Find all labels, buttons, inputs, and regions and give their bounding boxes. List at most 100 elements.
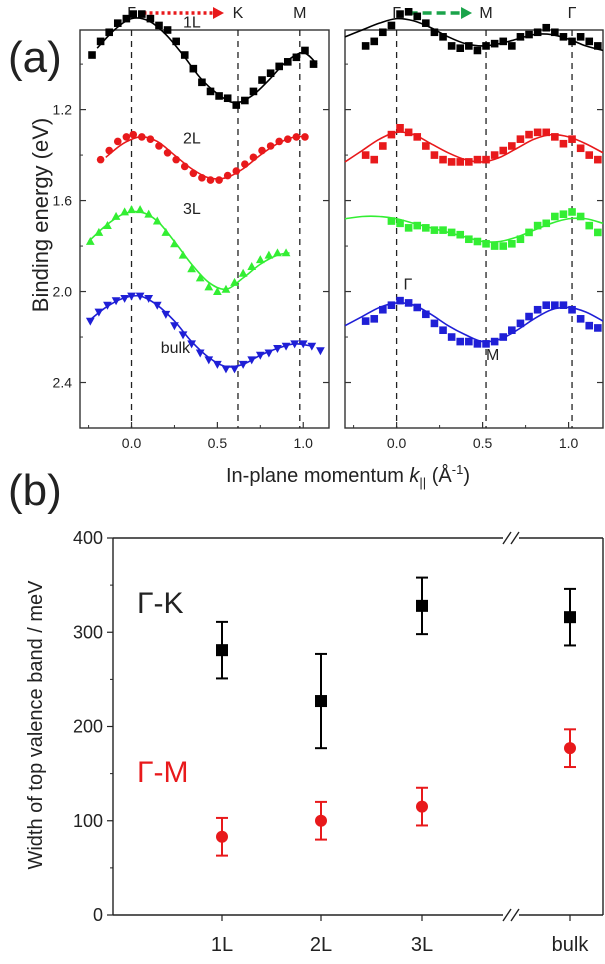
panel-aR-series-bulk-point xyxy=(361,317,370,325)
panel-aR-series-3L-point xyxy=(473,237,482,246)
panel-aR-series-bulk-point xyxy=(585,321,594,330)
panel-b-y-tick-label: 400 xyxy=(73,528,103,548)
panel-aL-series-bulk-point xyxy=(187,340,196,349)
panel-aL-series-1L-point xyxy=(283,58,292,66)
panel-aL-y-tick-label: 1.6 xyxy=(53,193,73,209)
panel-aL-annotation: bulk xyxy=(161,340,191,357)
panel-aL-series-1L-point xyxy=(105,28,113,37)
panel-aL-series-1L-point xyxy=(241,96,249,105)
panel-a-left-plot: 0.00.51.01.21.62.02.4ΓKM1L2L3Lbulk xyxy=(53,5,330,451)
panel-aL-series-1L-point xyxy=(129,10,138,18)
panel-aL-series-2L-point xyxy=(180,162,189,171)
panel-aL-x-tick-label: 0.0 xyxy=(122,435,142,451)
panel-aR-series-bulk-point xyxy=(551,301,559,309)
panel-aR-series-2L-point xyxy=(576,144,585,153)
panel-aR-series-1L-point xyxy=(370,37,379,46)
panel-aR-series-bulk-point xyxy=(516,319,525,328)
panel-aL-series-2L-point xyxy=(163,149,172,157)
panel-aL-series-bulk-point xyxy=(120,294,130,303)
panel-aR-series-bulk-point xyxy=(370,315,379,323)
panel-aR-series-2L-point xyxy=(482,155,490,164)
panel-aR-series-3L-point xyxy=(439,226,447,234)
panel-aL-series-bulk-point xyxy=(221,365,231,374)
panel-aR-series-1L-point xyxy=(473,46,482,55)
panel-b-y-tick-label: 300 xyxy=(73,622,103,642)
panel-aR-series-1L-point xyxy=(499,37,508,46)
panel-aR-series-3L-point xyxy=(533,221,542,230)
panel-aR-series-3L-point xyxy=(525,228,533,237)
panel-aL-series-2L-point xyxy=(105,146,113,155)
panel-aL-series-3L-point xyxy=(170,239,179,248)
panel-aL-series-1L-point xyxy=(88,51,96,59)
panel-aL-series-3L-point xyxy=(103,221,112,230)
panel-aL-series-bulk-point xyxy=(307,342,317,351)
panel-aL-series-bulk-point xyxy=(298,340,308,349)
panel-a-label: (a) xyxy=(8,33,62,82)
panel-aL-series-3L-point xyxy=(273,248,282,257)
panel-b-series-Γ-K-point xyxy=(564,611,576,624)
panel-aR-series-1L-point xyxy=(422,19,430,27)
panel-aL-series-3L-point xyxy=(161,227,171,236)
panel-aR-series-bulk-point xyxy=(439,326,447,335)
panel-aL-series-3L-point xyxy=(281,248,291,257)
panel-aL-series-3L-point xyxy=(195,273,205,282)
panel-b-category-label: 3L xyxy=(411,934,433,956)
panel-aL-series-3L-point xyxy=(144,209,154,218)
panel-aR-series-bulk-point xyxy=(447,333,456,341)
panel-b-category-label: 1L xyxy=(211,934,233,956)
panel-aR-series-3L-point xyxy=(482,239,490,248)
panel-aL-annotation: 1L xyxy=(183,15,201,32)
panel-aR-series-2L-point xyxy=(387,130,396,139)
panel-aR-series-bulk-point xyxy=(508,326,516,335)
panel-aL-series-bulk-point xyxy=(316,347,325,356)
panel-b-axis-break-mark xyxy=(502,531,512,545)
panel-aR-series-3L-point xyxy=(465,235,473,244)
panel-aR-series-3L-point xyxy=(430,226,439,234)
panel-aL-series-3L-point xyxy=(135,205,145,214)
panel-aR-series-1L-point xyxy=(533,28,542,37)
panel-aR-series-3L-point xyxy=(413,221,422,230)
panel-aR-series-bulk-point xyxy=(404,299,413,307)
panel-aL-series-bulk-point xyxy=(178,331,188,340)
panel-aR-series-2L-point xyxy=(422,142,430,150)
panel-aL-series-2L-point xyxy=(113,137,122,146)
panel-aR-series-1L-point xyxy=(490,39,499,48)
panel-aR-series-bulk-point xyxy=(482,340,490,348)
panel-aL-series-bulk-point xyxy=(273,344,282,353)
panel-aR-series-1L-point xyxy=(361,42,370,50)
panel-aR-series-2L-point xyxy=(465,158,473,166)
panel-aR-series-bulk-point xyxy=(525,312,533,321)
panel-aR-series-2L-point xyxy=(499,146,508,155)
panel-aR-series-bulk-point xyxy=(594,324,602,332)
panel-aL-series-1L-point xyxy=(146,14,155,23)
panel-aR-annotation: M xyxy=(486,347,499,364)
panel-aL-series-3L-point xyxy=(247,261,257,270)
panel-aR-series-2L-point xyxy=(568,135,576,143)
panel-aL-series-2L-point xyxy=(241,160,249,168)
panel-aL-series-1L-point xyxy=(172,37,180,46)
panel-b-series-Γ-M-point xyxy=(216,830,228,843)
panel-aR-series-bulk-point xyxy=(473,340,482,348)
panel-aR-series-bulk-point xyxy=(456,337,465,346)
panel-aL-series-1L-point xyxy=(232,101,241,109)
panel-aR-series-bulk-point xyxy=(387,301,396,309)
panel-aL-series-3L-point xyxy=(230,277,239,286)
panel-aL-frame xyxy=(79,29,330,429)
panel-aR-series-1L-point xyxy=(508,42,516,50)
panel-aR-series-1L-point xyxy=(516,33,525,41)
panel-aR-series-1L-point xyxy=(594,42,602,50)
panel-aL-series-1L-point xyxy=(249,87,258,96)
panel-aR-series-bulk-point xyxy=(396,296,404,305)
panel-aR-series-2L-point xyxy=(551,133,559,141)
panel-aR-series-bulk-point xyxy=(379,305,387,314)
panel-aL-series-bulk-point xyxy=(238,360,248,369)
panel-aR-series-3L-point xyxy=(508,239,516,248)
panel-aL-series-1L-point xyxy=(155,21,163,30)
panel-aR-series-2L-point xyxy=(413,133,422,141)
panel-aL-series-3L-point xyxy=(111,211,121,220)
panel-aL-series-2L-point xyxy=(223,171,232,180)
panel-aR-series-bulk-point xyxy=(542,301,551,309)
panel-aR-series-bulk-point xyxy=(413,303,422,312)
panel-aL-series-bulk-point xyxy=(281,342,291,351)
panel-aL-series-1L-point xyxy=(301,46,309,55)
